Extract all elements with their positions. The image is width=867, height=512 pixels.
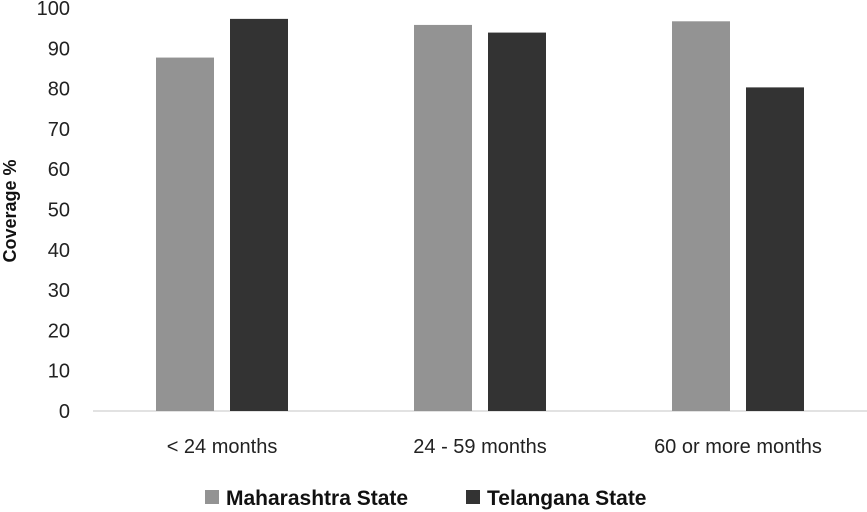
- y-tick-label: 40: [48, 240, 70, 262]
- bar-maharashtra-state-2: [672, 21, 730, 411]
- y-axis-ticks: 0 10 20 30 40 50 60 70 80 90 100: [37, 0, 70, 423]
- x-category-label: 24 - 59 months: [413, 436, 546, 458]
- y-tick-label: 50: [48, 200, 70, 222]
- legend-swatch: [205, 490, 219, 504]
- y-tick-label: 10: [48, 361, 70, 383]
- y-tick-label: 70: [48, 119, 70, 141]
- y-tick-label: 30: [48, 280, 70, 302]
- legend-swatch: [466, 490, 480, 504]
- y-tick-label: 60: [48, 159, 70, 181]
- y-tick-label: 90: [48, 38, 70, 60]
- x-category-label: 60 or more months: [654, 436, 822, 458]
- bar-maharashtra-state-1: [414, 24, 472, 412]
- bar-maharashtra-state-0: [156, 57, 214, 411]
- x-axis-categories: < 24 months 24 - 59 months 60 or more mont…: [167, 436, 822, 458]
- legend: Maharashtra State Telangana State: [205, 487, 647, 510]
- legend-label: Telangana State: [487, 487, 647, 510]
- bar-telangana-state-1: [488, 32, 546, 411]
- bar-telangana-state-2: [746, 87, 804, 412]
- legend-label: Maharashtra State: [226, 487, 408, 510]
- bars: [156, 18, 804, 412]
- bar-telangana-state-0: [230, 18, 288, 411]
- y-axis-title: Coverage %: [0, 159, 20, 262]
- y-tick-label: 0: [59, 401, 70, 423]
- y-tick-label: 20: [48, 320, 70, 342]
- y-tick-label: 100: [37, 0, 70, 20]
- x-category-label: < 24 months: [167, 436, 278, 458]
- y-tick-label: 80: [48, 79, 70, 101]
